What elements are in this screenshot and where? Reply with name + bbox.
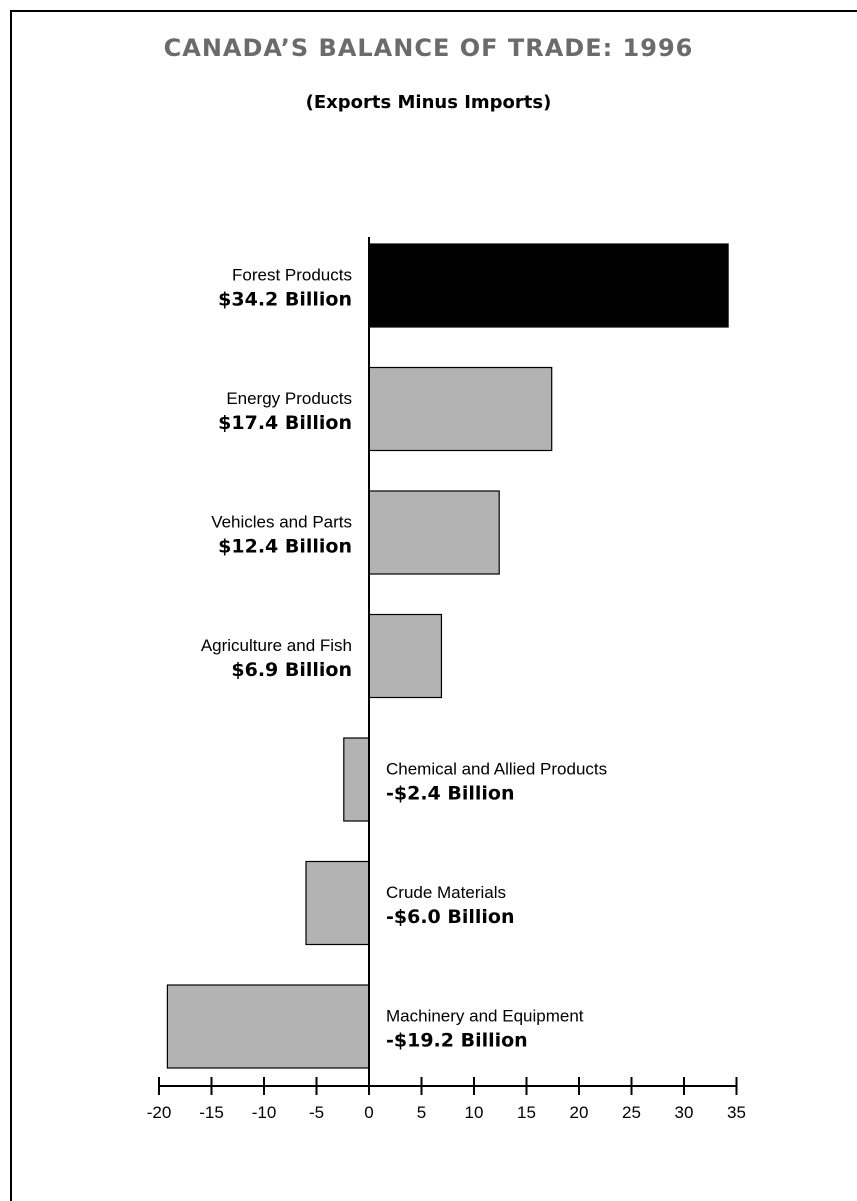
value-label-4: -$2.4 Billion: [386, 783, 515, 805]
value-label-0: $34.2 Billion: [218, 289, 352, 311]
bar-5: [305, 860, 370, 946]
value-label-1: $17.4 Billion: [218, 412, 352, 434]
category-label-3: Agriculture and Fish: [201, 636, 352, 655]
x-tick-label-0: -20: [147, 1103, 172, 1122]
category-label-6: Machinery and Equipment: [386, 1007, 584, 1026]
x-tick-label-11: 35: [727, 1103, 746, 1122]
value-label-3: $6.9 Billion: [231, 659, 352, 681]
bar-1: [368, 366, 553, 452]
bar-0: [368, 243, 729, 328]
chart-title: CANADA’S BALANCE OF TRADE: 1996: [163, 34, 694, 62]
x-tick-label-2: -10: [252, 1103, 277, 1122]
value-label-2: $12.4 Billion: [218, 536, 352, 558]
category-label-2: Vehicles and Parts: [211, 513, 352, 532]
category-label-1: Energy Products: [226, 389, 352, 408]
x-tick-label-3: -5: [309, 1103, 324, 1122]
category-label-4: Chemical and Allied Products: [386, 760, 607, 779]
bar-2: [368, 490, 500, 575]
x-tick-label-4: 0: [364, 1103, 373, 1122]
bar-3: [368, 613, 443, 699]
value-label-6: -$19.2 Billion: [386, 1030, 528, 1052]
x-tick-label-9: 25: [622, 1103, 641, 1122]
x-tick-label-7: 15: [517, 1103, 536, 1122]
bar-6: [166, 984, 370, 1069]
chart-frame: [10, 10, 857, 1201]
category-label-0: Forest Products: [232, 266, 352, 285]
bar-4: [343, 737, 370, 822]
x-tick-label-8: 20: [570, 1103, 589, 1122]
x-tick-label-10: 30: [675, 1103, 694, 1122]
value-label-5: -$6.0 Billion: [386, 906, 515, 928]
chart-subtitle: (Exports Minus Imports): [305, 92, 552, 113]
category-label-5: Crude Materials: [386, 883, 506, 902]
x-tick-label-6: 10: [465, 1103, 484, 1122]
x-tick-label-5: 5: [417, 1103, 426, 1122]
x-tick-label-1: -15: [199, 1103, 224, 1122]
